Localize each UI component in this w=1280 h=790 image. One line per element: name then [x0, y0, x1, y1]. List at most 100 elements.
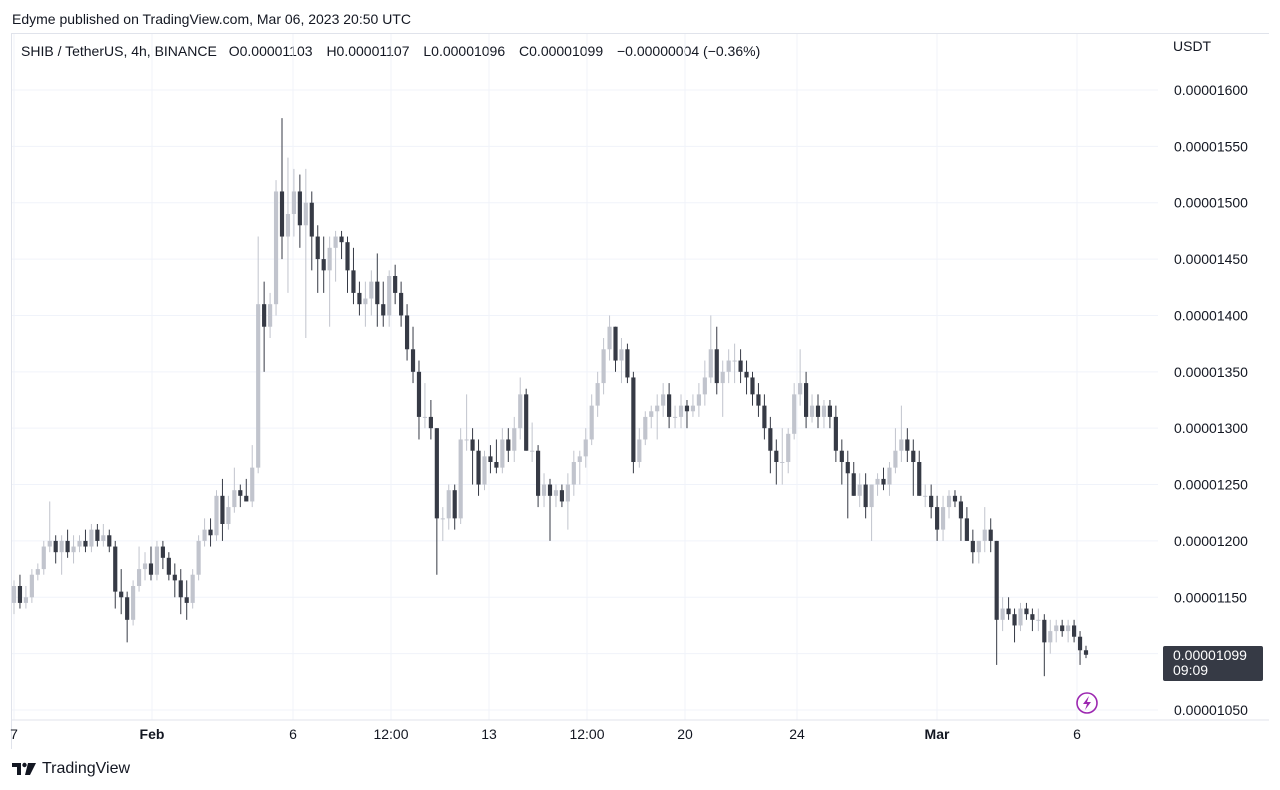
candle-body [964, 518, 969, 541]
candle-body [857, 484, 862, 496]
candle-body [166, 557, 171, 575]
candle-body [351, 270, 356, 293]
candle-body [256, 304, 261, 468]
candle-body [583, 439, 588, 457]
candle-body [83, 540, 88, 547]
candle-body [113, 546, 118, 592]
candle-body [244, 495, 249, 502]
candle-body [184, 597, 189, 603]
candle-body [369, 281, 374, 299]
candle-body [863, 484, 868, 508]
candle-body [643, 416, 648, 440]
candle-body [649, 411, 654, 417]
candle-body [428, 416, 433, 429]
candle-body [220, 495, 225, 524]
candle-body [154, 546, 160, 575]
candle-body [780, 462, 785, 463]
candle-body [506, 439, 511, 451]
candle-body [190, 574, 195, 603]
time-tick-label: 12:00 [569, 726, 604, 742]
candle-body [946, 495, 952, 508]
candle-body [672, 416, 678, 418]
candle-body [327, 247, 332, 271]
candle-body [559, 490, 564, 502]
candle-body [375, 281, 380, 305]
candle-body [613, 326, 618, 361]
candle-body [309, 202, 314, 237]
candle-body [321, 259, 326, 271]
chart-grid [12, 34, 1158, 720]
candle-body [690, 405, 696, 412]
candle-body [291, 191, 296, 214]
chart-pane[interactable] [11, 33, 1269, 749]
candle-body [11, 586, 17, 603]
candle-body [976, 540, 981, 553]
candle-body [1030, 614, 1035, 620]
candle-body [702, 377, 707, 395]
candle-body [589, 405, 594, 440]
last-price-label-bg [1163, 646, 1263, 681]
candle-body [738, 360, 743, 372]
candle-body [809, 405, 815, 417]
candle-body [148, 563, 154, 575]
candle-body [393, 276, 398, 293]
candle-body [577, 456, 582, 462]
candle-body [77, 540, 82, 547]
candle-body [1066, 625, 1071, 632]
candle-body [869, 484, 874, 508]
candle-body [768, 428, 773, 451]
tradingview-logo[interactable]: TradingView [12, 760, 130, 778]
candle-body [750, 377, 755, 395]
candle-body [47, 540, 52, 547]
price-tick-label: 0.00001400 [1174, 307, 1248, 323]
time-tick-label: 24 [789, 726, 805, 742]
candle-body [821, 405, 827, 417]
candle-body [59, 540, 64, 553]
symbol-label[interactable]: SHIB / TetherUS, 4h, BINANCE [21, 43, 217, 59]
candle-body [1083, 650, 1089, 655]
currency-label: USDT [1173, 38, 1212, 54]
candle-body [482, 456, 487, 485]
time-axis[interactable]: 7 Feb 6 12:00 13 12:00 20 24 Mar 6 [10, 719, 1269, 742]
candle-body [762, 405, 767, 429]
candle-body [905, 439, 910, 451]
candle-body [357, 292, 362, 305]
candle-body [911, 450, 916, 462]
candle-body [940, 507, 946, 530]
candle-body [619, 349, 624, 361]
candle-body [958, 501, 964, 519]
candle-body [142, 563, 148, 570]
candle-body [547, 484, 553, 496]
candle-body [970, 540, 975, 553]
candle-body [35, 569, 40, 575]
candle-body [565, 484, 570, 502]
candle-body [65, 540, 70, 553]
candle-body [458, 439, 463, 519]
candle-body [333, 236, 338, 248]
candle-body [297, 191, 302, 226]
candle-body [833, 416, 838, 451]
last-price-label: 0.00001099 09:09 [1163, 646, 1263, 681]
candle-body [279, 191, 285, 237]
candle-body [208, 529, 213, 536]
candle-body [1077, 636, 1083, 651]
candle-body [893, 450, 898, 468]
candle-body [756, 394, 761, 406]
candle-body [172, 574, 177, 581]
candle-body [792, 394, 797, 434]
candle-body [696, 394, 701, 406]
candle-body [136, 569, 142, 586]
price-tick-label: 0.00001350 [1174, 364, 1248, 380]
candle-body [845, 462, 850, 474]
candle-body [387, 276, 392, 316]
published-caption: Edyme published on TradingView.com, Mar … [12, 11, 411, 27]
price-tick-label: 0.00001250 [1174, 477, 1248, 493]
candle-body [470, 439, 475, 451]
candle-body [881, 478, 886, 485]
price-axis[interactable]: USDT 0.00001600 0.00001550 0.00001500 0.000… [1173, 38, 1248, 718]
candle-body [303, 202, 308, 226]
flash-icon[interactable] [1076, 692, 1098, 714]
candle-body [101, 535, 106, 541]
candle-body [875, 478, 880, 485]
